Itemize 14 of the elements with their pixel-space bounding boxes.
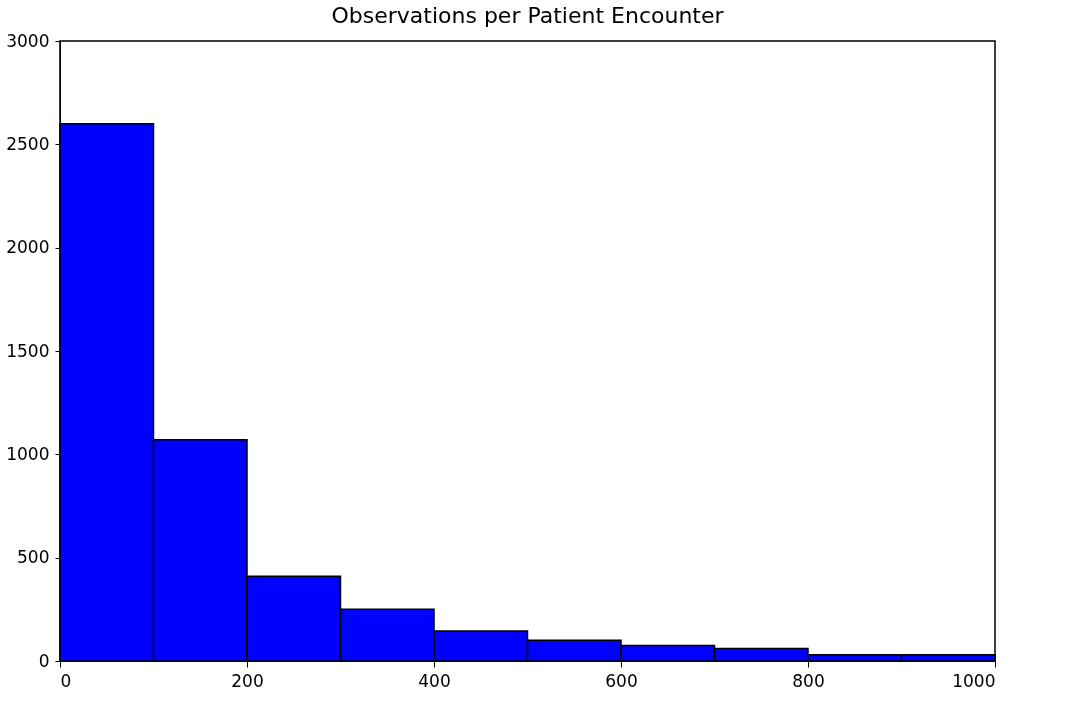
x-tick-label: 400	[418, 670, 451, 691]
y-tick-label: 0	[38, 650, 50, 671]
x-tick-label: 800	[792, 670, 825, 691]
x-tick-label: 200	[231, 670, 264, 691]
y-tick-label: 3000	[6, 30, 50, 51]
y-tick-label: 500	[17, 547, 50, 568]
x-tick-label: 0	[60, 670, 72, 691]
x-tick-label: 600	[605, 670, 638, 691]
y-tick-label: 2000	[6, 237, 50, 258]
y-tick-label: 1500	[6, 340, 50, 361]
y-tick-label: 1000	[6, 443, 50, 464]
chart-title: Observations per Patient Encounter	[331, 3, 725, 28]
y-tick-label: 2500	[6, 133, 50, 154]
x-tick-label: 1000	[952, 670, 996, 691]
